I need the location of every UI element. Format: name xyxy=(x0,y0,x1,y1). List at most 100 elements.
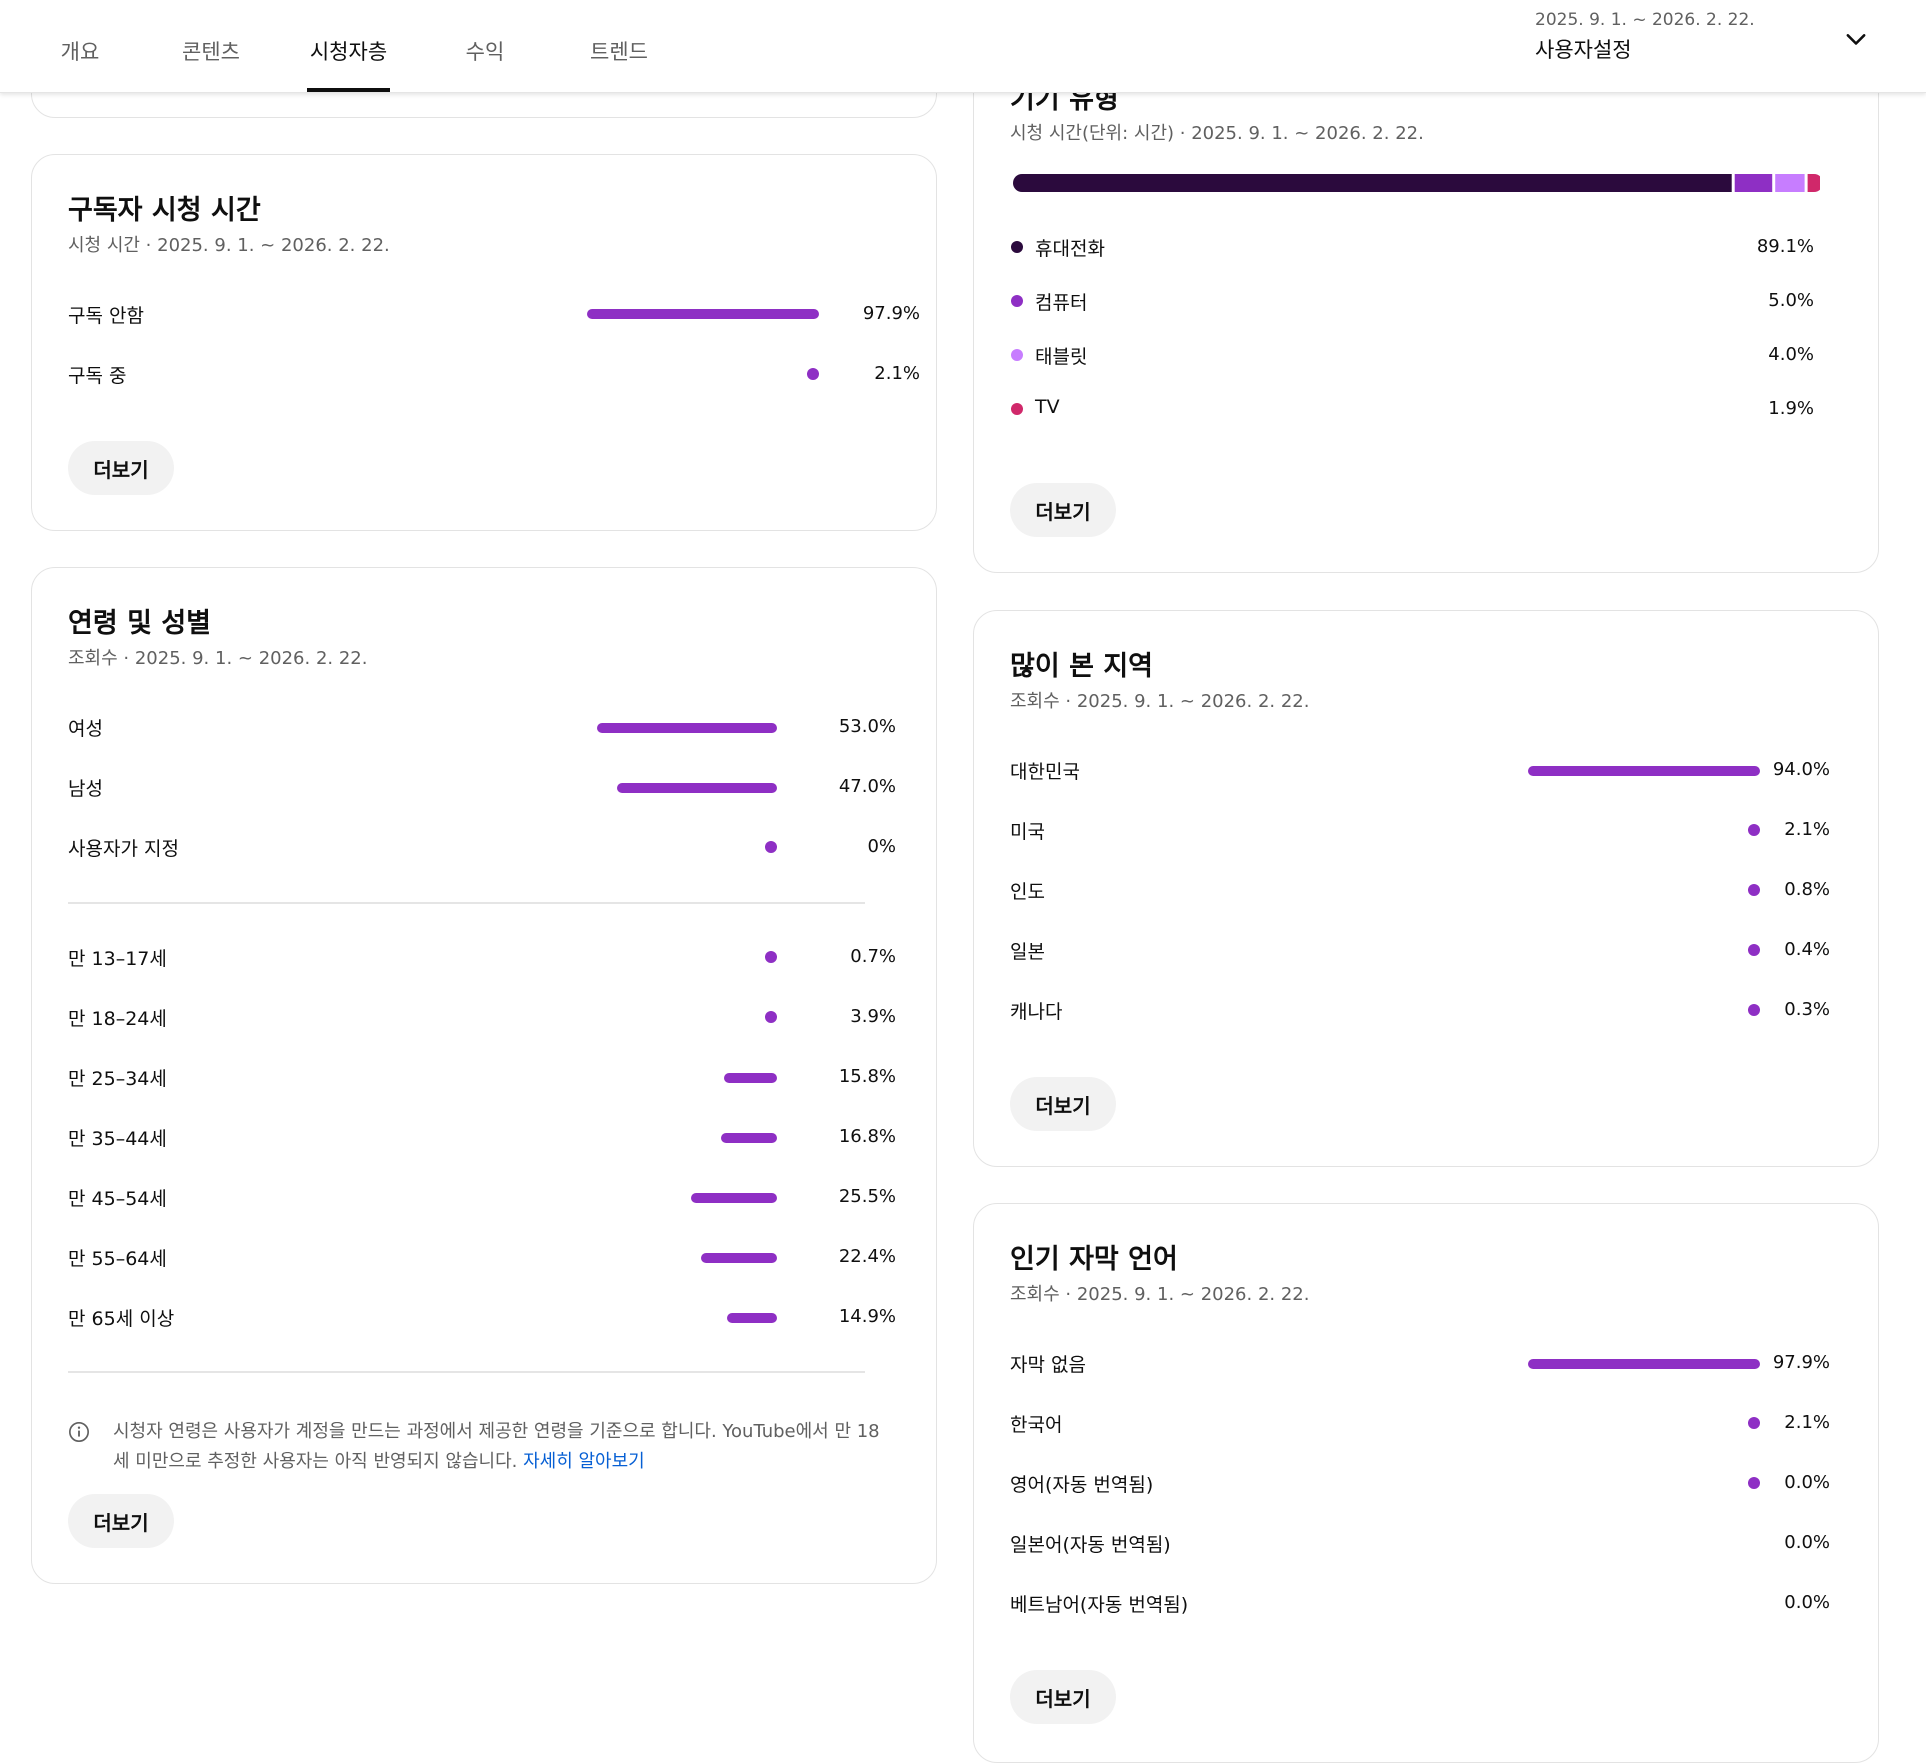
stack-segment-tv xyxy=(1807,174,1820,192)
bar-unsubscribed xyxy=(587,309,819,319)
value-user-specified: 0% xyxy=(867,836,896,857)
value-unsubscribed: 97.9% xyxy=(862,303,920,324)
bar-age-45-54 xyxy=(691,1193,777,1203)
device-type-card: 기기 유형 시청 시간(단위: 시간) · 2025. 9. 1. ~ 2026… xyxy=(973,40,1879,573)
value-no-subtitles: 97.9% xyxy=(1772,1352,1830,1373)
see-more-button[interactable]: 더보기 xyxy=(68,441,174,495)
row-label-age-13-17: 만 13–17세 xyxy=(68,948,167,970)
row-label-japanese-auto: 일본어(자동 번역됨) xyxy=(1010,1534,1171,1556)
row-label-female: 여성 xyxy=(68,718,103,740)
row-label-age-65-plus: 만 65세 이상 xyxy=(68,1308,175,1330)
row-label-subscribed: 구독 중 xyxy=(68,365,127,387)
card-subtitle: 조회수 · 2025. 9. 1. ~ 2026. 2. 22. xyxy=(1010,1284,1310,1305)
bar-age-65-plus xyxy=(727,1313,777,1323)
tab-audience[interactable]: 시청자층 xyxy=(307,36,390,92)
chevron-down-icon[interactable] xyxy=(1842,26,1870,54)
row-label-age-25-34: 만 25–34세 xyxy=(68,1068,167,1090)
value-korean: 2.1% xyxy=(1784,1412,1830,1433)
date-range-text[interactable]: 2025. 9. 1. ~ 2026. 2. 22. xyxy=(1535,10,1755,30)
bar-age-25-34 xyxy=(724,1073,777,1083)
row-label-india: 인도 xyxy=(1010,881,1045,903)
row-label-korean: 한국어 xyxy=(1010,1414,1063,1436)
tab-overview[interactable]: 개요 xyxy=(60,40,100,64)
row-label-age-55-64: 만 55–64세 xyxy=(68,1248,167,1270)
info-icon xyxy=(69,1422,89,1442)
legend-dot-tablet xyxy=(1011,349,1023,361)
card-subtitle: 시청 시간 · 2025. 9. 1. ~ 2026. 2. 22. xyxy=(68,235,390,256)
tab-revenue[interactable]: 수익 xyxy=(465,40,505,64)
row-label-tablet: 태블릿 xyxy=(1035,346,1088,368)
top-geographies-card: 많이 본 지역 조회수 · 2025. 9. 1. ~ 2026. 2. 22.… xyxy=(973,610,1879,1167)
value-age-55-64: 22.4% xyxy=(838,1246,896,1267)
value-india: 0.8% xyxy=(1784,879,1830,900)
value-age-25-34: 15.8% xyxy=(838,1066,896,1087)
dot-canada xyxy=(1748,1004,1760,1016)
legend-dot-tv xyxy=(1011,403,1023,415)
row-label-english-auto: 영어(자동 번역됨) xyxy=(1010,1474,1154,1496)
see-more-button[interactable]: 더보기 xyxy=(68,1494,174,1548)
period-selector-label[interactable]: 사용자설정 xyxy=(1535,38,1632,62)
value-subscribed: 2.1% xyxy=(874,363,920,384)
value-male: 47.0% xyxy=(838,776,896,797)
row-label-usa: 미국 xyxy=(1010,821,1045,843)
value-tablet: 4.0% xyxy=(1768,344,1814,365)
dot-subscribed xyxy=(807,368,819,380)
row-label-unsubscribed: 구독 안함 xyxy=(68,305,144,327)
tab-content[interactable]: 콘텐츠 xyxy=(182,40,240,64)
row-label-canada: 캐나다 xyxy=(1010,1001,1063,1023)
card-title: 많이 본 지역 xyxy=(1010,651,1153,682)
dot-age-13-17 xyxy=(765,951,777,963)
age-note: 시청자 연령은 사용자가 계정을 만드는 과정에서 제공한 연령을 기준으로 합… xyxy=(113,1417,893,1477)
row-label-computer: 컴퓨터 xyxy=(1035,292,1088,314)
row-label-age-18-24: 만 18–24세 xyxy=(68,1008,167,1030)
card-title: 인기 자막 언어 xyxy=(1010,1244,1178,1275)
value-japan: 0.4% xyxy=(1784,939,1830,960)
row-label-no-subtitles: 자막 없음 xyxy=(1010,1354,1086,1376)
divider xyxy=(68,902,865,904)
learn-more-link[interactable]: 자세히 알아보기 xyxy=(523,1451,645,1472)
row-label-vietnamese-auto: 베트남어(자동 번역됨) xyxy=(1010,1594,1189,1616)
bar-age-55-64 xyxy=(701,1253,777,1263)
value-age-18-24: 3.9% xyxy=(850,1006,896,1027)
dot-age-18-24 xyxy=(765,1011,777,1023)
row-label-age-45-54: 만 45–54세 xyxy=(68,1188,167,1210)
value-computer: 5.0% xyxy=(1768,290,1814,311)
bar-korea xyxy=(1528,766,1760,776)
age-note-text: 시청자 연령은 사용자가 계정을 만드는 과정에서 제공한 연령을 기준으로 합… xyxy=(113,1421,880,1472)
dot-japan xyxy=(1748,944,1760,956)
card-subtitle: 조회수 · 2025. 9. 1. ~ 2026. 2. 22. xyxy=(68,648,368,669)
see-more-button[interactable]: 더보기 xyxy=(1010,483,1116,537)
device-stacked-bar xyxy=(1013,174,1820,192)
card-subtitle: 조회수 · 2025. 9. 1. ~ 2026. 2. 22. xyxy=(1010,691,1310,712)
value-usa: 2.1% xyxy=(1784,819,1830,840)
row-label-male: 남성 xyxy=(68,778,103,800)
tab-trends[interactable]: 트렌드 xyxy=(590,40,648,64)
row-label-tv: TV xyxy=(1035,396,1060,418)
row-label-japan: 일본 xyxy=(1010,941,1045,963)
dot-india xyxy=(1748,884,1760,896)
value-mobile: 89.1% xyxy=(1756,236,1814,257)
row-label-mobile: 휴대전화 xyxy=(1035,238,1105,260)
value-age-35-44: 16.8% xyxy=(838,1126,896,1147)
value-korea: 94.0% xyxy=(1772,759,1830,780)
bar-no-subtitles xyxy=(1528,1359,1760,1369)
value-age-13-17: 0.7% xyxy=(850,946,896,967)
dot-english-auto xyxy=(1748,1477,1760,1489)
bar-age-35-44 xyxy=(721,1133,777,1143)
row-label-age-35-44: 만 35–44세 xyxy=(68,1128,167,1150)
analytics-header: 개요 콘텐츠 시청자층 수익 트렌드 2025. 9. 1. ~ 2026. 2… xyxy=(0,0,1926,93)
dot-korean xyxy=(1748,1417,1760,1429)
row-label-user-specified: 사용자가 지정 xyxy=(68,838,179,860)
stack-segment-tablet xyxy=(1775,174,1805,192)
card-title: 연령 및 성별 xyxy=(68,608,211,639)
legend-dot-mobile xyxy=(1011,241,1023,253)
dot-usa xyxy=(1748,824,1760,836)
value-english-auto: 0.0% xyxy=(1784,1472,1830,1493)
value-vietnamese-auto: 0.0% xyxy=(1784,1592,1830,1613)
card-title: 구독자 시청 시간 xyxy=(68,195,261,226)
age-gender-card: 연령 및 성별 조회수 · 2025. 9. 1. ~ 2026. 2. 22.… xyxy=(31,567,937,1584)
stack-segment-computer xyxy=(1734,174,1773,192)
see-more-button[interactable]: 더보기 xyxy=(1010,1670,1116,1724)
see-more-button[interactable]: 더보기 xyxy=(1010,1077,1116,1131)
value-age-45-54: 25.5% xyxy=(838,1186,896,1207)
